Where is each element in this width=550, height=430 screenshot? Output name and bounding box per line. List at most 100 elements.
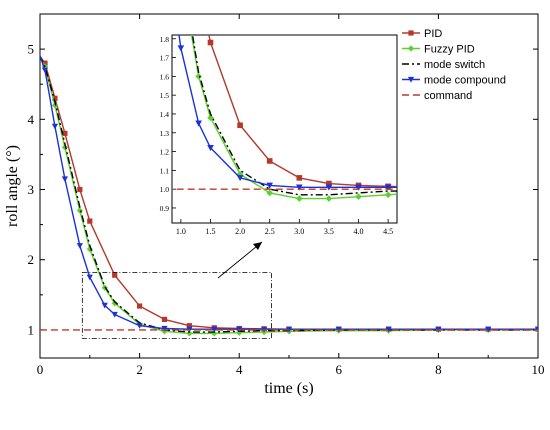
legend-label: mode compound	[424, 75, 506, 87]
data-point	[77, 186, 83, 193]
data-point	[266, 158, 273, 164]
inset-y-tick-label: 1.7	[160, 54, 170, 63]
data-point	[111, 311, 118, 318]
data-point	[296, 175, 303, 181]
zoom-region-box	[81, 271, 272, 339]
data-point	[207, 114, 214, 122]
y-tick-label: 1	[28, 322, 35, 337]
zoom-arrow	[217, 241, 263, 279]
inset-x-tick-label: 2.5	[265, 227, 275, 236]
legend-label: PID	[424, 28, 442, 40]
y-tick-label: 4	[28, 112, 35, 127]
data-point	[136, 323, 143, 329]
inset-y-tick-label: 1.1	[160, 166, 170, 175]
inset-y-tick-label: 1.8	[160, 35, 170, 44]
legend-item: command	[402, 90, 472, 102]
series-line	[190, 35, 397, 200]
data-point	[62, 130, 68, 136]
inset-x-tick-label: 3.5	[324, 227, 334, 236]
data-point	[266, 189, 273, 197]
data-point	[86, 274, 93, 281]
data-point	[61, 176, 68, 183]
inset-y-tick-label: 1.5	[160, 91, 170, 100]
data-point	[186, 323, 192, 329]
data-point	[41, 67, 49, 74]
x-tick-label: 0	[37, 362, 44, 377]
inset-x-tick-label: 4.5	[383, 227, 393, 236]
y-tick-label: 5	[28, 42, 35, 57]
data-point	[485, 326, 492, 333]
x-tick-label: 2	[136, 362, 143, 377]
data-point	[161, 316, 168, 322]
series-line	[40, 55, 538, 330]
inset-y-tick-label: 1.0	[160, 185, 170, 194]
inset-y-tick-label: 1.2	[160, 148, 170, 157]
data-point	[384, 191, 392, 199]
data-point	[236, 329, 243, 336]
data-point	[325, 195, 333, 202]
legend-item: mode compound	[402, 75, 506, 87]
legend-label: mode switch	[424, 59, 485, 71]
inset-x-tick-label: 3.0	[294, 227, 304, 236]
legend: PID Fuzzy PID mode switch mode compound comm…	[402, 28, 506, 102]
legend-item: PID	[402, 28, 442, 40]
data-point	[407, 45, 415, 52]
data-point	[51, 102, 59, 109]
data-point	[326, 180, 332, 187]
x-tick-label: 8	[435, 362, 442, 377]
x-axis-label: time (s)	[264, 380, 313, 397]
inset-y-tick-label: 1.3	[160, 129, 170, 138]
data-point	[195, 73, 202, 80]
legend-label: Fuzzy PID	[424, 44, 475, 56]
data-point	[101, 302, 108, 309]
data-point	[296, 184, 303, 191]
data-point	[52, 95, 58, 101]
series-mode-compound	[177, 35, 397, 191]
inset-x-tick-label: 1.5	[205, 227, 215, 236]
data-point	[355, 184, 362, 191]
x-tick-label: 6	[336, 362, 343, 377]
data-point	[355, 193, 362, 200]
y-tick-label: 3	[28, 182, 35, 197]
y-axis-label: roll angle (°)	[4, 145, 21, 227]
data-point	[384, 184, 392, 191]
data-point	[76, 207, 83, 214]
data-point	[42, 60, 48, 66]
series-line	[40, 55, 538, 335]
data-point	[111, 300, 118, 307]
data-point	[296, 195, 303, 202]
inset-x-tick-label: 4.0	[354, 227, 364, 236]
data-point	[137, 303, 143, 309]
data-point	[51, 123, 59, 130]
data-point	[237, 122, 243, 129]
legend-item: Fuzzy PID	[402, 44, 475, 56]
data-point	[211, 326, 218, 333]
inset-x-tick-label: 1.0	[176, 227, 186, 236]
inset-ticks: 1.0 1.5 2.0 2.5 3.0 3.5 4.0 4.5 0.9 1.0 1.1 1.2 1.3 1…	[160, 35, 393, 236]
inset-y-tick-label: 0.9	[160, 204, 170, 213]
data-point	[87, 218, 93, 224]
series-line	[178, 35, 397, 188]
data-point	[266, 182, 273, 189]
data-point	[76, 243, 83, 249]
data-point	[407, 76, 415, 83]
data-point	[385, 326, 392, 333]
inset-x-tick-label: 2.0	[235, 227, 245, 236]
legend-label: command	[424, 90, 472, 102]
x-tick-label: 10	[532, 362, 545, 377]
data-point	[207, 145, 214, 152]
main-series	[40, 55, 538, 337]
data-point	[186, 330, 193, 337]
inset-y-tick-label: 1.4	[160, 110, 170, 119]
data-point	[325, 184, 333, 191]
inset-y-tick-label: 1.6	[160, 72, 170, 81]
data-point	[408, 30, 414, 36]
data-point	[195, 120, 202, 127]
x-tick-label: 4	[236, 362, 243, 377]
legend-item: mode switch	[402, 59, 485, 71]
data-point	[236, 175, 244, 182]
data-point	[207, 39, 214, 46]
data-point	[112, 272, 118, 278]
inset-series	[172, 35, 397, 202]
